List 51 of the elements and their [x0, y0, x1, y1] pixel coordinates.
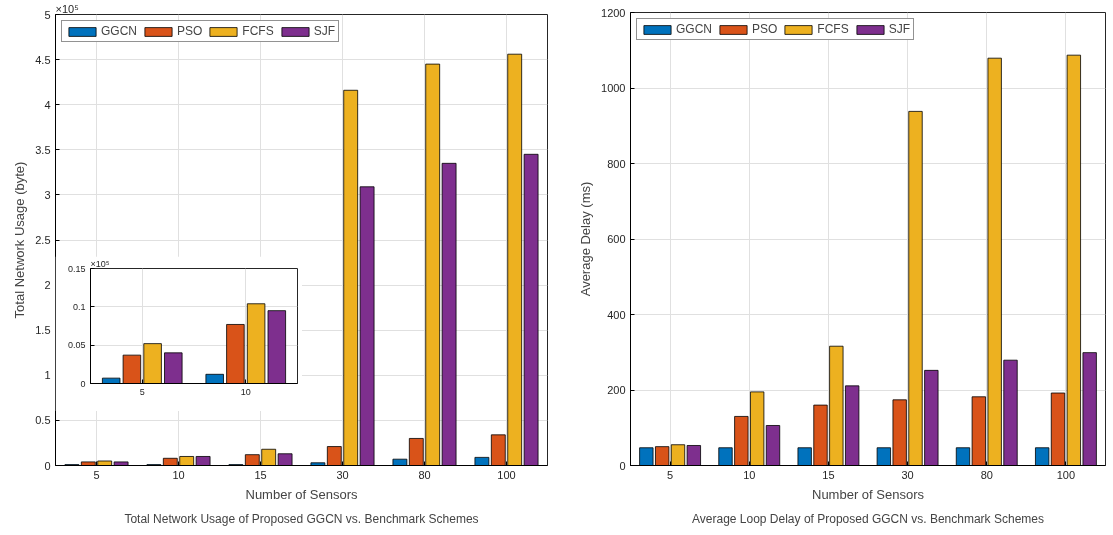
x-tick-label: 80 — [418, 468, 431, 481]
y-tick-label: 1000 — [601, 82, 626, 94]
y-tick-label: 1.5 — [35, 324, 51, 337]
x-tick-label: 80 — [980, 468, 993, 481]
y-tick-label: 4.5 — [35, 53, 51, 66]
y-tick-label: 0.5 — [35, 414, 51, 427]
x-axis-title: Number of Sensors — [812, 486, 925, 502]
y-tick-label: 400 — [607, 308, 626, 321]
legend-label: PSO — [177, 24, 203, 38]
text: Total Network Usage of Proposed GGCN vs. Benchmark Schemes — [124, 511, 479, 526]
legend-label: SJF — [313, 24, 336, 38]
y-tick-label: 200 — [607, 384, 626, 396]
legend-label: GGCN — [101, 24, 137, 38]
y-tick-label: 2 — [44, 279, 51, 292]
y-tick-label: 0 — [619, 459, 626, 472]
y-tick-label: 1200 — [601, 6, 626, 19]
x-tick-label: 5 — [667, 468, 674, 481]
y-tick-label: 0.1 — [72, 301, 86, 312]
y-tick-label: 0 — [80, 378, 86, 389]
y-tick-label: 3.5 — [35, 143, 51, 156]
x-tick-label: 30 — [336, 468, 349, 481]
x-tick-label: 15 — [254, 468, 267, 481]
x-tick-label: 10 — [240, 386, 251, 397]
x-tick-label: 15 — [822, 468, 835, 481]
x-tick-label: 100 — [497, 468, 516, 481]
x-tick-label: 10 — [172, 468, 185, 481]
x-tick-label: 30 — [901, 468, 914, 481]
legend-label: GGCN — [676, 22, 712, 36]
legend-label: PSO — [752, 22, 778, 36]
y-tick-label: 5 — [44, 8, 51, 21]
legend-label: FCFS — [817, 22, 849, 36]
x-tick-label: 100 — [1056, 468, 1076, 481]
y-tick-label: 800 — [607, 157, 626, 170]
legend-label: SJF — [888, 22, 911, 36]
y-tick-label: 4 — [44, 98, 51, 111]
x-tick-label: 10 — [743, 468, 756, 481]
x-tick-label: 5 — [93, 468, 100, 481]
text: Average Loop Delay of Proposed GGCN vs. Benchmark Schemes — [692, 511, 1044, 526]
annotation: ×10⁵ — [55, 2, 79, 15]
annotation: ×10⁵ — [90, 258, 110, 269]
y-tick-label: 2.5 — [35, 234, 51, 246]
y-axis-title: Total Network Usage (byte) — [12, 161, 28, 319]
y-tick-label: 0.05 — [67, 340, 86, 351]
x-axis-title: Number of Sensors — [245, 486, 358, 502]
y-tick-label: 3 — [44, 188, 51, 201]
y-tick-label: 0.15 — [67, 263, 86, 274]
y-tick-label: 600 — [607, 233, 626, 245]
y-axis-title: Average Delay (ms) — [578, 181, 594, 297]
legend-label: FCFS — [242, 24, 274, 38]
y-tick-label: 0 — [44, 459, 51, 472]
y-tick-label: 1 — [44, 369, 51, 382]
